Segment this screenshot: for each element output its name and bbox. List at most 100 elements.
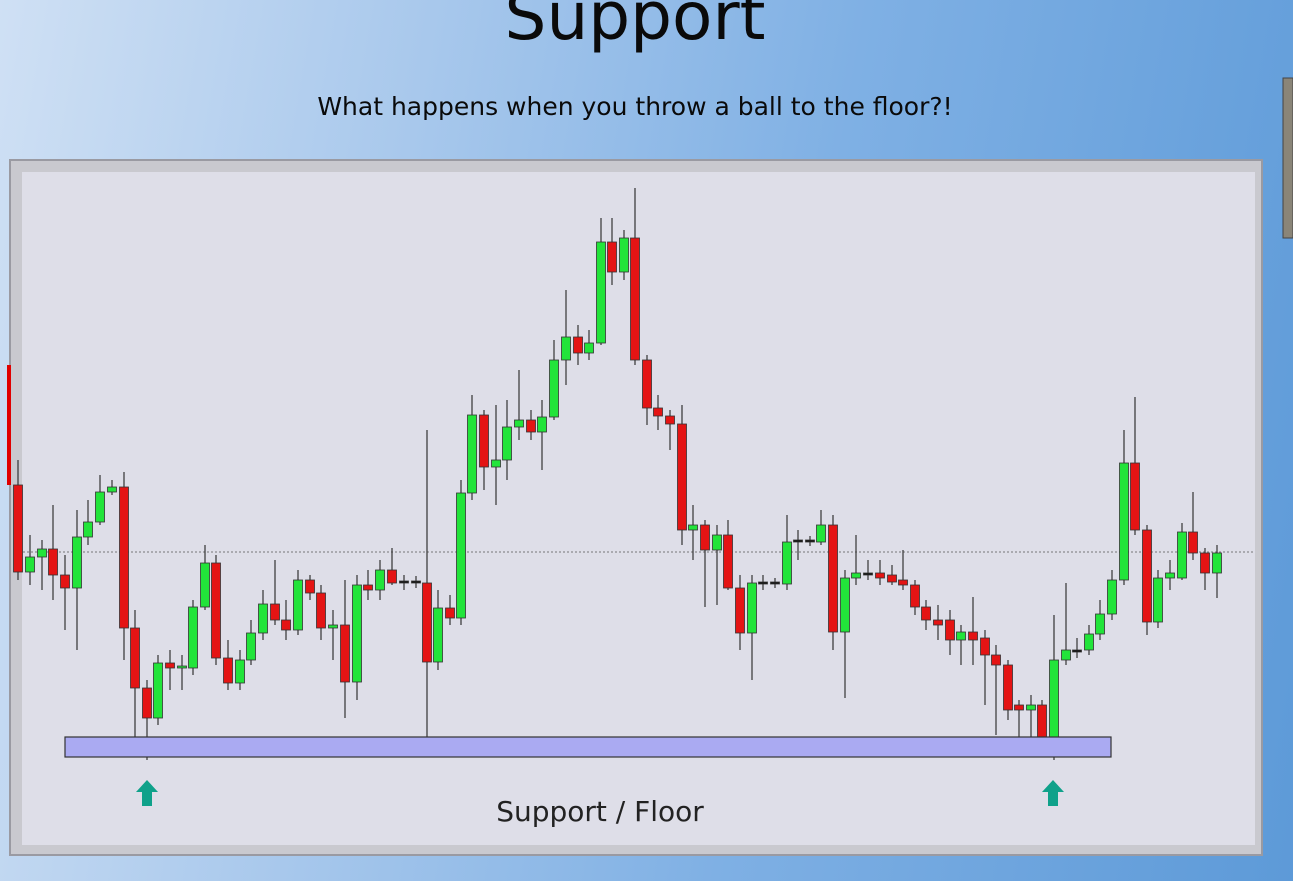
candle-body [747, 582, 757, 634]
candle-body [491, 459, 501, 468]
candle-body [1130, 462, 1140, 531]
candle-body [805, 539, 815, 543]
candle-body [782, 541, 792, 585]
candle-body [467, 414, 477, 494]
candle-body [1037, 704, 1047, 739]
arrow-up [136, 780, 158, 806]
candle-body [72, 536, 82, 589]
candle-body [653, 407, 663, 417]
candle-body [1177, 531, 1187, 579]
candle-body [37, 548, 47, 558]
candle-body [573, 336, 583, 354]
candle-body [1212, 552, 1222, 574]
candle-body [316, 592, 326, 629]
candle-body [619, 237, 629, 273]
candle-body [211, 562, 221, 659]
candle-body [387, 569, 397, 584]
candle-body [980, 637, 990, 656]
candle-body [1072, 649, 1082, 653]
candle-body [1188, 531, 1198, 554]
candle-body [246, 632, 256, 661]
candle-body [153, 662, 163, 719]
candle-body [502, 426, 512, 461]
candle-body [177, 665, 187, 669]
candle-body [95, 491, 105, 523]
candle-body [1153, 577, 1163, 623]
arrow-up [1042, 780, 1064, 806]
candle-body [514, 419, 524, 428]
candle-body [1003, 664, 1013, 711]
candle-body [1049, 659, 1059, 739]
candle-body [83, 521, 93, 538]
candle-body [840, 577, 850, 633]
candle-body [887, 574, 897, 583]
candle-body [956, 631, 966, 641]
candle-body [828, 524, 838, 633]
candle-body [235, 659, 245, 684]
candle-body [688, 524, 698, 531]
candle-body [281, 619, 291, 631]
candle-body [142, 687, 152, 719]
candle-body [607, 241, 617, 273]
candle-body [328, 624, 338, 629]
candle-body [258, 603, 268, 634]
candle-body [898, 579, 908, 586]
candle-body [305, 579, 315, 594]
candle-body [1142, 529, 1152, 623]
candle-body [677, 423, 687, 531]
candle-body [107, 486, 117, 493]
candle-body [60, 574, 70, 589]
candle-body [968, 631, 978, 641]
candle-body [223, 657, 233, 684]
candle-body [165, 662, 175, 669]
candle-body [1165, 572, 1175, 579]
candle-body [758, 581, 768, 585]
candle-body [596, 241, 606, 344]
candle-body [399, 580, 409, 584]
candle-body [723, 534, 733, 589]
candle-body [945, 619, 955, 641]
candle-body [445, 607, 455, 619]
candle-body [433, 607, 443, 663]
candle-body [340, 624, 350, 683]
candle-body [642, 359, 652, 409]
candle-body [549, 359, 559, 418]
candle-body [479, 414, 489, 468]
slide-title: Support [504, 0, 766, 55]
candle-body [851, 572, 861, 579]
candle-body [561, 336, 571, 361]
candle-body [411, 580, 421, 584]
candle-body [270, 603, 280, 621]
candle-body [48, 548, 58, 576]
candle-body [1107, 579, 1117, 615]
candle-body [875, 572, 885, 579]
candle-body [793, 539, 803, 543]
candle-body [1061, 649, 1071, 661]
slide-subtitle: What happens when you throw a ball to th… [317, 92, 953, 121]
candle-body [584, 342, 594, 354]
candle-body [816, 524, 826, 543]
candle-body [119, 486, 129, 629]
candle-body [1026, 704, 1036, 711]
candle-body [991, 654, 1001, 666]
candles [13, 188, 1222, 760]
support-label: Support / Floor [496, 795, 704, 828]
candle-body [130, 627, 140, 689]
candle-body [200, 562, 210, 608]
candle-body [1014, 704, 1024, 711]
candle-body [363, 584, 373, 591]
candle-body [1084, 633, 1094, 651]
candle-body [933, 619, 943, 626]
candle-body [25, 556, 35, 573]
candle-body [13, 484, 23, 573]
webcam-thumbnail [1282, 77, 1293, 239]
candle-body [526, 419, 536, 433]
candle-body [665, 415, 675, 425]
candle-body [910, 584, 920, 608]
candle-body [422, 582, 432, 663]
candle-body [735, 587, 745, 634]
candle-body [700, 524, 710, 551]
